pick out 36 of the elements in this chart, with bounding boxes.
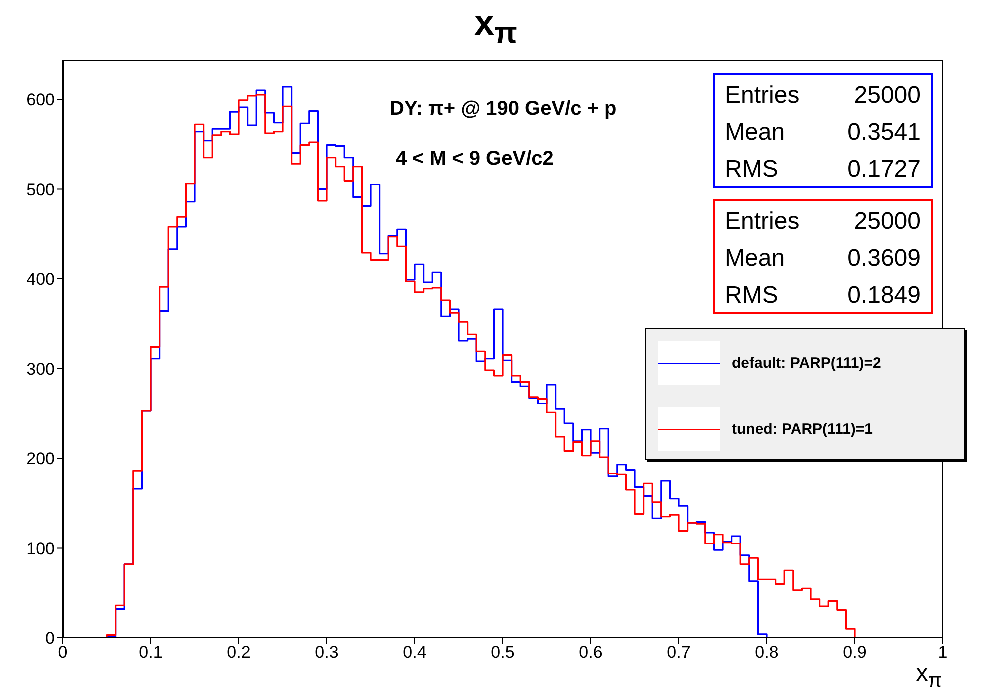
x-tick-label: 0.4 [403, 643, 427, 662]
x-tick-label: 0.9 [843, 643, 867, 662]
x-tick-label: 1 [938, 643, 948, 662]
chart-title: x$_{π}$ [474, 2, 518, 52]
y-tick-label: 400 [26, 270, 55, 290]
x-tick-label: 0.7 [667, 643, 691, 662]
annotation: 0.3541 [848, 118, 921, 148]
annotation: RMS [725, 281, 778, 311]
annotation: 25000 [854, 81, 921, 111]
annotation: DY: π+ @ 190 GeV/c + p [390, 98, 617, 121]
y-tick-label: 500 [26, 180, 55, 200]
x-tick-label: 0 [58, 643, 68, 662]
annotation: 0.1849 [848, 281, 921, 311]
y-tick-label: 0 [46, 629, 55, 648]
annotation: Mean [725, 244, 786, 274]
x-tick-label: 0.2 [227, 643, 251, 662]
annotation: Mean [725, 118, 786, 148]
annotation: Entries [725, 81, 800, 111]
x-tick-label: 0.6 [579, 643, 603, 662]
x-tick-label: 0.8 [755, 643, 779, 662]
y-tick-label: 600 [26, 90, 55, 110]
annotation: RMS [725, 155, 778, 185]
legend-label: tuned: PARP(111)=1 [732, 420, 874, 438]
annotation: 25000 [854, 207, 921, 237]
annotation: 0.1727 [848, 155, 921, 185]
annotation: Entries [725, 207, 800, 237]
annotation: 0.3609 [848, 244, 921, 274]
y-tick-label: 200 [26, 450, 55, 469]
y-tick-label: 300 [26, 360, 55, 379]
y-tick-label: 100 [26, 539, 55, 558]
x-tick-label: 0.3 [315, 643, 339, 662]
legend-label: default: PARP(111)=2 [732, 354, 882, 372]
annotation: 4 < M < 9 GeV/c2 [396, 148, 554, 171]
x-tick-label: 0.1 [139, 643, 163, 662]
x-tick-label: 0.5 [491, 643, 515, 662]
x-axis-title: x$_{π}$ [916, 660, 942, 692]
